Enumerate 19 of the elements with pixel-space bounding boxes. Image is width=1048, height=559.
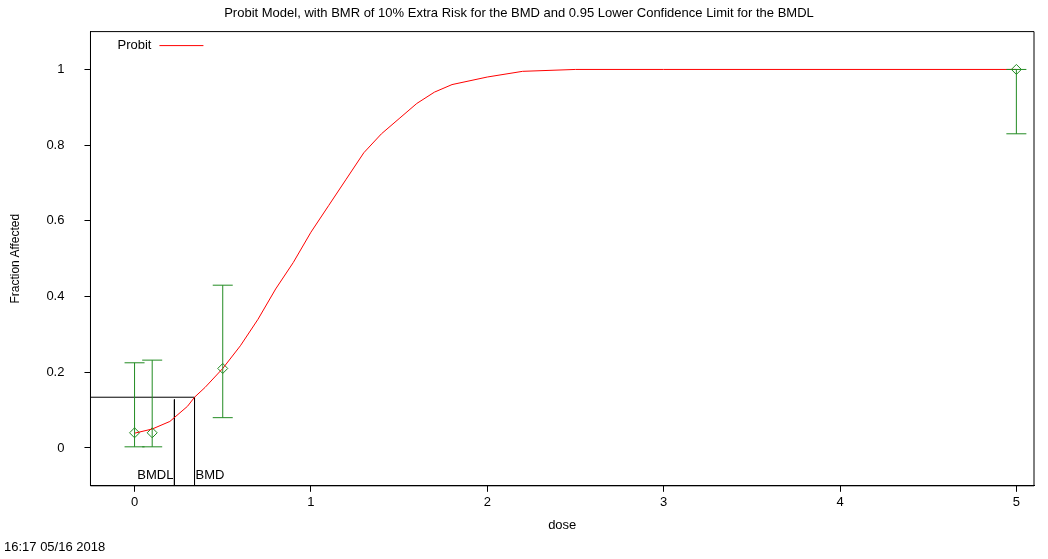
y-tick-label: 0.8 [46, 136, 65, 152]
x-tick-label: 5 [1012, 494, 1020, 510]
x-tick-label: 0 [130, 494, 139, 510]
x-tick-label: 3 [660, 494, 668, 510]
y-tick-label: 0.2 [46, 363, 65, 379]
y-tick-label: 0.6 [46, 212, 65, 228]
annotation: BMD [195, 467, 225, 483]
text: 16:17 05/16 2018 [4, 538, 106, 554]
chart-title: Probit Model, with BMR of 10% Extra Risk for the BMD and 0.95 Lower Confidence Limit for the BMDL [224, 5, 814, 21]
y-tick-label: 1 [57, 61, 65, 77]
x-axis-title: dose [548, 516, 577, 532]
legend-label: Probit [117, 37, 152, 53]
y-tick-label: 0 [57, 439, 65, 455]
x-tick-label: 1 [307, 494, 315, 510]
annotation: BMDL [137, 467, 174, 483]
x-tick-label: 4 [836, 494, 844, 510]
x-tick-label: 2 [483, 494, 491, 510]
y-tick-label: 0.4 [46, 288, 65, 304]
y-axis-title: Fraction Affected [7, 213, 22, 304]
